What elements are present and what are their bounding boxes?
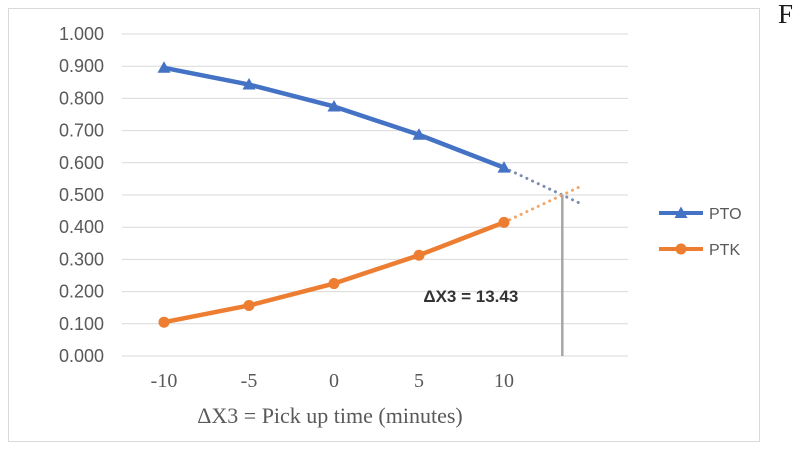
extrapolation-lines (502, 166, 583, 224)
triangle-marker (242, 78, 256, 90)
x-tick-label: -5 (241, 370, 258, 392)
intersection-annotation: ΔX3 = 13.43 (423, 287, 518, 306)
legend: PTO PTK (659, 206, 742, 259)
y-tick-label: 0.200 (59, 282, 104, 302)
legend-circle-marker (675, 243, 687, 255)
x-tick-label: 0 (329, 370, 339, 392)
y-tick-label: 1.000 (59, 24, 104, 44)
y-axis-labels: 0.000 0.100 0.200 0.300 0.400 0.500 0.600 0.700… (59, 24, 104, 366)
y-tick-label: 0.700 (59, 121, 104, 141)
chart-card: 0.000 0.100 0.200 0.300 0.400 0.500 0.600 0.700… (8, 8, 760, 442)
legend-triangle-marker (674, 206, 688, 218)
x-tick-label: 10 (494, 370, 514, 392)
triangle-marker (327, 99, 341, 112)
y-tick-label: 0.800 (59, 88, 104, 108)
x-tick-label: 5 (414, 370, 424, 392)
y-tick-label: 0.900 (59, 56, 104, 76)
circle-marker (328, 278, 340, 290)
legend-label: PTK (709, 242, 740, 259)
legend-entry-pto: PTO (659, 206, 742, 223)
pto-markers (157, 61, 511, 173)
legend-entry-ptk: PTK (659, 242, 740, 259)
x-tick-label: -10 (151, 370, 178, 392)
pto-dotted-extension (502, 166, 583, 206)
y-tick-label: 0.500 (59, 185, 104, 205)
legend-label: PTO (709, 206, 742, 223)
y-tick-label: 0.600 (59, 153, 104, 173)
ptk-markers (158, 216, 510, 328)
circle-marker (243, 299, 255, 311)
pto-line (161, 65, 507, 170)
ptk-dotted-extension (502, 184, 583, 224)
gridlines (122, 33, 628, 357)
probability-line-chart: 0.000 0.100 0.200 0.300 0.400 0.500 0.600 0.700… (59, 24, 742, 428)
x-axis-title: ΔX3 = Pick up time (minutes) (197, 403, 462, 428)
circle-marker (413, 249, 425, 261)
triangle-marker (497, 161, 511, 173)
y-tick-label: 0.100 (59, 314, 104, 334)
y-tick-label: 0.400 (59, 217, 104, 237)
ptk-line (161, 220, 507, 325)
circle-marker (158, 316, 170, 328)
y-tick-label: 0.000 (59, 346, 104, 366)
circle-marker (498, 216, 510, 228)
y-tick-label: 0.300 (59, 249, 104, 269)
triangle-marker (157, 61, 171, 73)
x-axis-labels: -10 -5 0 5 10 (151, 370, 514, 392)
document-text-fragment: F (778, 0, 794, 29)
triangle-marker (412, 128, 426, 140)
